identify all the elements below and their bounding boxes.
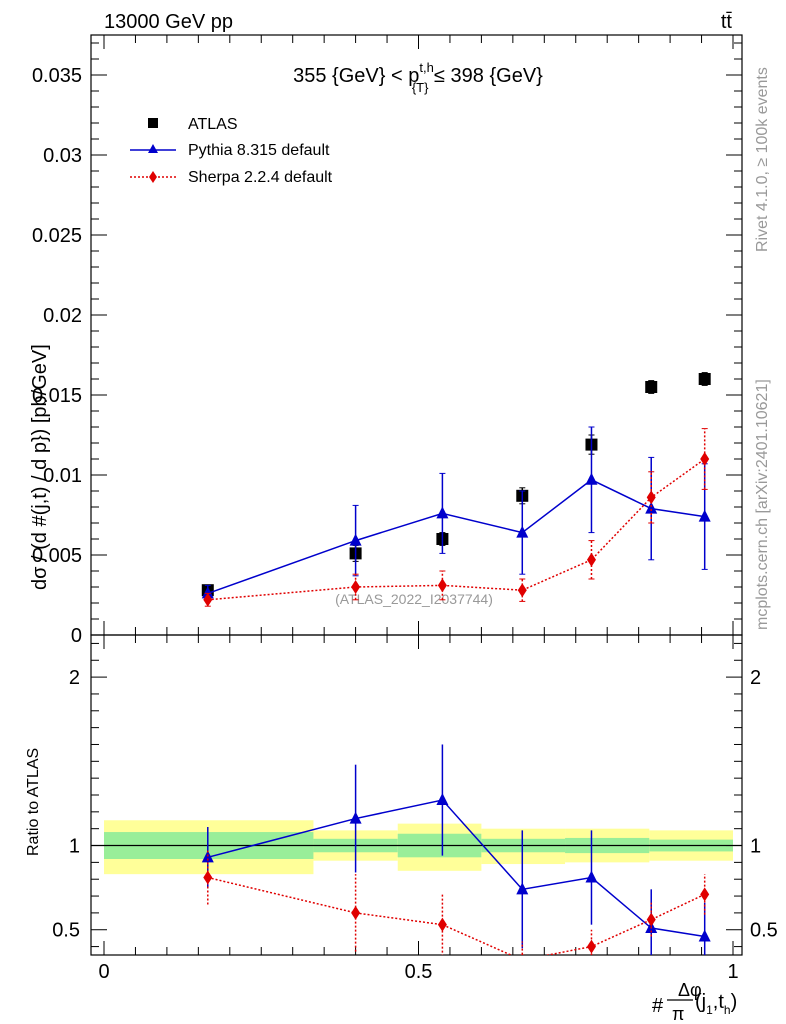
main-point-sherpa (517, 583, 527, 598)
legend: ATLAS Pythia 8.315 default Sherpa 2.2.4 … (130, 116, 333, 186)
xlabel-rest: (j1,th) (695, 991, 737, 1017)
main-point-pythia (585, 472, 598, 485)
main-ytick-label: 0 (71, 625, 82, 647)
xlabel-sub1: 1 (706, 1003, 713, 1017)
analysis-watermark: (ATLAS_2022_I2037744) (335, 591, 493, 607)
ratio-xtick-label: 0.5 (405, 961, 433, 983)
main-point-pythia (698, 509, 711, 522)
main-series-line-sherpa (207, 458, 706, 601)
main-point-sherpa (586, 552, 596, 567)
legend-atlas-label: ATLAS (188, 116, 238, 133)
xlabel-sub2: h (724, 1003, 731, 1017)
main-point-sherpa (203, 592, 213, 607)
title-main: 355 {GeV} < p (293, 65, 419, 87)
title-sup: t,h (419, 60, 433, 75)
main-ytick-label: 0.02 (43, 305, 82, 327)
main-point-atlas (645, 381, 658, 393)
title-sub: {T} (412, 80, 429, 95)
main-ytick-label: 0.01 (43, 465, 82, 487)
main-point-pythia (516, 525, 529, 538)
legend-sherpa-label: Sherpa 2.2.4 default (188, 169, 333, 186)
main-point-sherpa (646, 490, 656, 505)
ratio-ytick-label-right: 0.5 (750, 920, 778, 942)
main-ytick-label: 0.025 (32, 225, 82, 247)
title-tail: ≤ 398 {GeV} (428, 65, 543, 87)
xlabel-mid: ,t (713, 991, 725, 1013)
xlabel-tail: (j (695, 991, 706, 1013)
main-point-sherpa (700, 452, 710, 466)
legend-sherpa-marker (149, 171, 157, 183)
ratio-point-sherpa (646, 912, 656, 927)
ratio-frame (90, 634, 743, 956)
main-ylabel: dσ / (d #(j,t) / d p}) [pb/GeV] (29, 344, 51, 590)
main-title: 355 {GeV} < pt,h {T} ≤ 398 {GeV} (293, 60, 543, 95)
main-point-pythia (645, 501, 658, 514)
rivet-label: Rivet 4.1.0, ≥ 100k events (754, 67, 771, 252)
ratio-point-sherpa (700, 887, 710, 902)
ratio-xtick-label: 1 (727, 961, 738, 983)
xlabel-end: ) (731, 991, 738, 1013)
xlabel: # (652, 995, 664, 1017)
main-point-pythia (349, 533, 362, 546)
legend-pythia-label: Pythia 8.315 default (188, 142, 330, 159)
xlabel-den: π (672, 1004, 684, 1024)
main-point-pythia (436, 506, 449, 519)
ratio-point-pythia (349, 811, 362, 824)
ratio-ytick-label: 2 (69, 667, 80, 689)
ratio-point-sherpa (351, 905, 361, 920)
process-label: tt̄ (721, 11, 733, 33)
main-point-pythia (201, 586, 214, 599)
xlabel-num: Δφ (678, 980, 702, 1000)
ratio-point-pythia (698, 929, 711, 942)
main-ytick-label: 0.035 (32, 65, 82, 87)
ratio-point-pythia (436, 793, 449, 806)
energy-label: 13000 GeV pp (104, 11, 233, 33)
ratio-series-line-sherpa (207, 876, 706, 955)
main-ytick-label: 0.03 (43, 145, 82, 167)
ratio-xtick-label: 0 (98, 961, 109, 983)
main-point-sherpa (437, 578, 447, 593)
xlabel-main: # (652, 995, 664, 1017)
ratio-point-sherpa (203, 870, 213, 885)
ratio-point-sherpa (586, 939, 596, 954)
ratio-ytick-label-right: 1 (750, 836, 761, 858)
legend-pythia-marker (148, 144, 158, 153)
ratio-point-sherpa (521, 953, 524, 955)
main-ytick-label: 0.005 (32, 545, 82, 567)
ratio-ylabel: Ratio to ATLAS (25, 748, 42, 856)
legend-atlas-marker (148, 118, 158, 128)
ratio-ytick-label-right: 2 (750, 667, 761, 689)
ratio-point-pythia (585, 870, 598, 883)
main-series-line-pythia (207, 478, 705, 595)
ratio-point-pythia (516, 882, 529, 895)
main-point-atlas (698, 373, 711, 385)
main-point-sherpa (351, 580, 361, 594)
ratio-ytick-label: 0.5 (52, 920, 80, 942)
mcplots-label: mcplots.cern.ch [arXiv:2401.10621] (754, 379, 771, 630)
ratio-ytick-label: 1 (69, 836, 80, 858)
main-ytick-label: 0.015 (32, 385, 82, 407)
ratio-point-sherpa (437, 917, 447, 932)
